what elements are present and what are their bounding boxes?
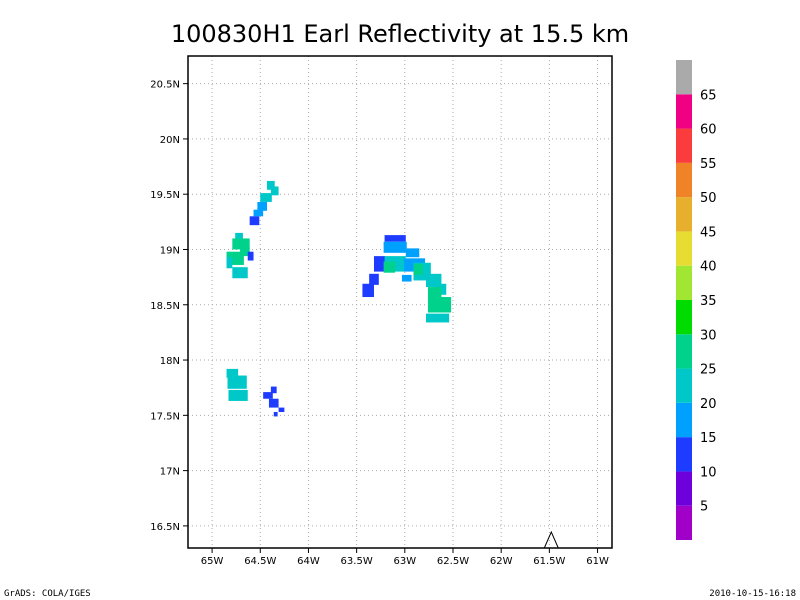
colorbar-segment <box>676 368 692 403</box>
echo-cell <box>249 216 260 226</box>
echo-cell <box>413 263 424 275</box>
colorbar-segment <box>676 402 692 438</box>
colorbar-label: 50 <box>700 191 717 206</box>
colorbar-segment <box>676 162 692 198</box>
colorbar-segment <box>676 231 692 266</box>
echo-cell <box>401 274 412 282</box>
echo-cell <box>383 241 407 253</box>
colorbar-segment <box>676 128 692 163</box>
colorbar-segment <box>676 300 692 335</box>
grid-lines <box>188 56 612 548</box>
echo-cell <box>268 398 279 408</box>
echo-cell <box>427 297 452 313</box>
echo-cell <box>384 235 406 242</box>
colorbar-segment <box>676 265 692 300</box>
x-tick-label: 62.5W <box>437 556 469 567</box>
colorbar-label: 25 <box>700 363 717 378</box>
y-axis-ticks: 16.5N 17N 17.5N 18N 18.5N 19N 19.5N 20N 20.5N <box>150 80 188 533</box>
echo-cell <box>228 389 248 401</box>
colorbar-label: 40 <box>700 260 717 275</box>
echo-cell <box>247 251 254 261</box>
echo-cell <box>267 180 275 190</box>
y-tick-label: 20.5N <box>150 80 180 91</box>
colorbar: 5 10 15 20 25 30 35 40 45 50 55 60 65 <box>676 60 717 540</box>
y-tick-label: 17.5N <box>150 411 180 422</box>
colorbar-label: 60 <box>700 123 717 138</box>
echo-cell <box>235 232 243 240</box>
colorbar-label: 20 <box>700 397 717 412</box>
echo-cell <box>369 273 379 285</box>
echo-cells <box>226 180 452 417</box>
x-tick-label: 63W <box>394 556 417 567</box>
colorbar-label: 30 <box>700 328 717 343</box>
echo-cell <box>232 267 248 279</box>
echo-cell <box>362 283 374 298</box>
colorbar-label: 15 <box>700 431 717 446</box>
x-tick-label: 61W <box>586 556 609 567</box>
echo-cell <box>426 313 450 323</box>
x-tick-label: 65W <box>201 556 224 567</box>
echo-cell <box>270 386 277 394</box>
y-tick-label: 19.5N <box>150 190 180 201</box>
colorbar-label: 5 <box>700 500 708 515</box>
y-tick-label: 19N <box>160 245 180 256</box>
echo-cell <box>227 375 247 389</box>
echo-cell <box>263 392 273 399</box>
echo-cell <box>273 412 278 417</box>
y-tick-label: 17N <box>160 467 180 478</box>
colorbar-segment <box>676 505 692 540</box>
x-tick-label: 64W <box>297 556 320 567</box>
echo-cell <box>405 248 420 258</box>
footer-left: GrADS: COLA/IGES <box>4 589 91 599</box>
x-tick-label: 62W <box>490 556 513 567</box>
echo-cell <box>232 238 250 250</box>
marker-layer <box>543 530 559 549</box>
plot-frame <box>187 55 613 549</box>
echo-cell <box>226 257 233 269</box>
echo-cell <box>226 368 239 378</box>
echo-cell <box>260 193 272 202</box>
x-tick-label: 63.5W <box>341 556 373 567</box>
colorbar-label: 35 <box>700 294 717 309</box>
colorbar-label: 45 <box>700 225 717 240</box>
echo-cell <box>278 407 285 413</box>
echo-cell <box>373 256 386 272</box>
station-marker-icon <box>543 530 559 549</box>
x-axis-ticks: 65W 64.5W 64W 63.5W 63W 62.5W 62W 61.5W 61W <box>201 548 609 567</box>
x-tick-label: 61.5W <box>533 556 565 567</box>
colorbar-segment <box>676 197 692 232</box>
x-tick-label: 64.5W <box>244 556 276 567</box>
y-tick-label: 16.5N <box>150 522 180 533</box>
echo-cell <box>383 261 396 273</box>
echo-cell <box>253 209 264 217</box>
footer-right: 2010-10-15-16:18 <box>709 589 796 599</box>
colorbar-label: 55 <box>700 157 717 172</box>
colorbar-label: 10 <box>700 465 717 480</box>
colorbar-segment <box>676 60 692 95</box>
y-tick-label: 18N <box>160 356 180 367</box>
colorbar-segment <box>676 334 692 369</box>
colorbar-segment <box>676 437 692 472</box>
echo-cell <box>257 201 268 211</box>
chart-title: 100830H1 Earl Reflectivity at 15.5 km <box>171 20 629 48</box>
colorbar-segment <box>676 471 692 506</box>
echo-cell <box>240 247 250 257</box>
y-tick-label: 20N <box>160 135 180 146</box>
y-tick-label: 18.5N <box>150 301 180 312</box>
colorbar-label: 65 <box>700 88 717 103</box>
colorbar-segment <box>676 94 692 129</box>
echo-cell <box>270 186 279 196</box>
